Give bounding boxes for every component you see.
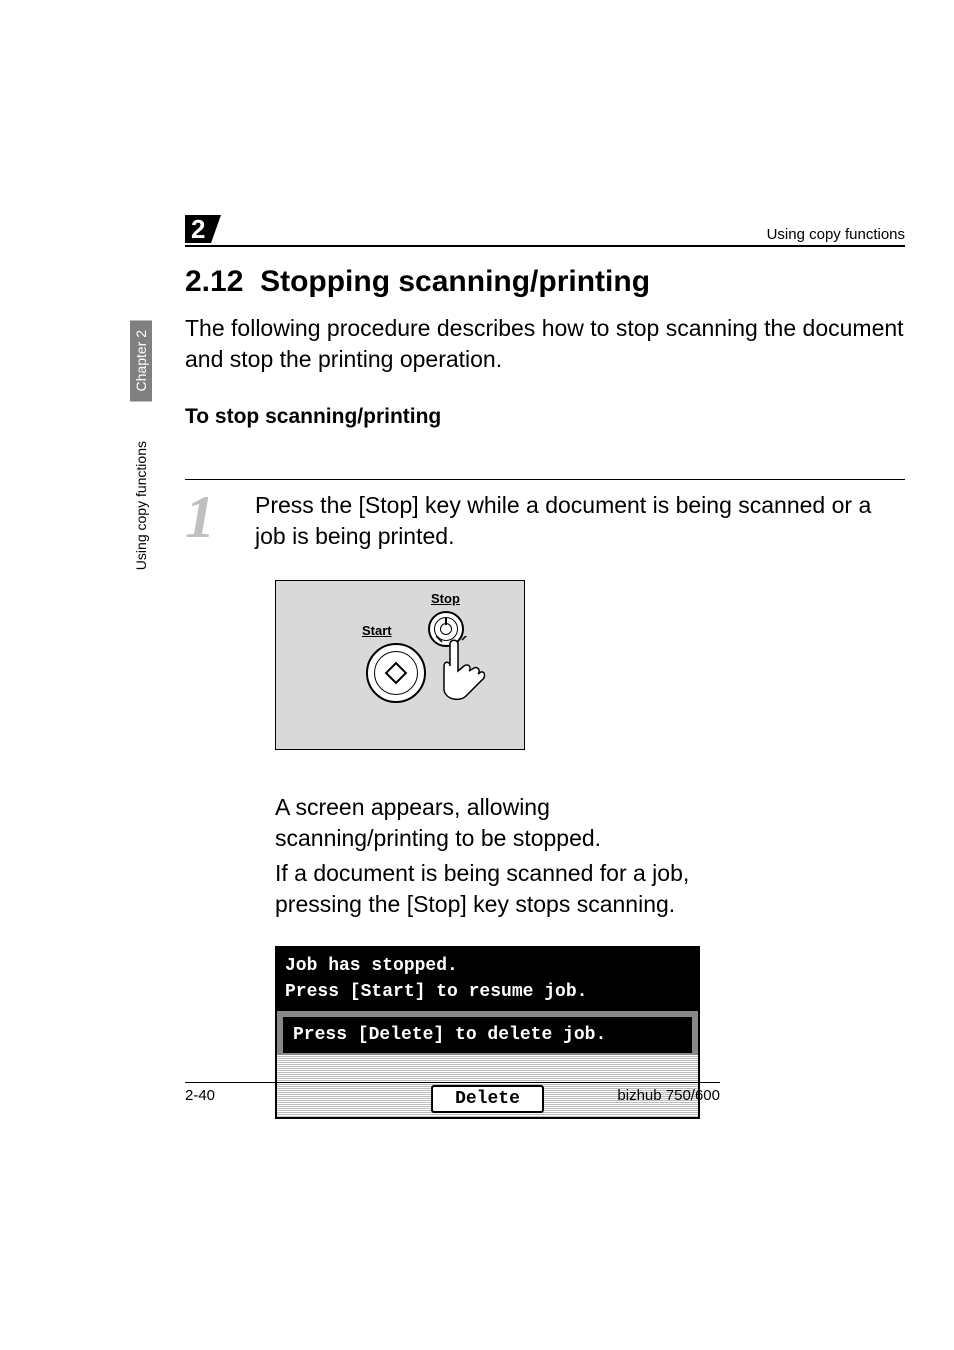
button-diagram: Stop Start (275, 580, 525, 750)
page-header: 2 Using copy functions (185, 215, 905, 247)
section-title: 2.12 Stopping scanning/printing (185, 265, 905, 299)
stop-label: Stop (431, 591, 460, 606)
intro-paragraph: The following procedure describes how to… (185, 313, 905, 375)
page-footer: 2-40 bizhub 750/600 (185, 1082, 720, 1104)
page-content: 2 Using copy functions 2.12 Stopping sca… (185, 215, 905, 1119)
start-button-graphic (366, 643, 426, 703)
lcd-line3: Press [Delete] to delete job. (277, 1011, 698, 1055)
section-number: 2.12 (185, 265, 243, 298)
step-text: Press the [Stop] key while a document is… (255, 490, 905, 552)
lcd-line2: Press [Start] to resume job. (285, 980, 690, 1005)
subheading: To stop scanning/printing (185, 405, 905, 429)
result-text-2: If a document is being scanned for a job… (275, 858, 725, 920)
start-label: Start (362, 623, 392, 638)
side-tab-section: Using copy functions (130, 431, 152, 580)
lcd-top: Job has stopped. Press [Start] to resume… (277, 948, 698, 1010)
section-title-text: Stopping scanning/printing (260, 265, 650, 298)
chapter-badge: 2 (185, 215, 211, 243)
page-number: 2-40 (185, 1087, 215, 1104)
result-text-1: A screen appears, allowing scanning/prin… (275, 792, 725, 854)
step-1: 1 Press the [Stop] key while a document … (185, 490, 905, 552)
pointing-hand-icon (436, 636, 486, 716)
rule (185, 479, 905, 480)
step-number: 1 (185, 490, 255, 544)
side-tab-chapter: Chapter 2 (130, 320, 152, 401)
running-head: Using copy functions (767, 226, 905, 243)
lcd-line1: Job has stopped. (285, 954, 690, 979)
side-tabs: Chapter 2 Using copy functions (130, 320, 154, 581)
model-name: bizhub 750/600 (617, 1087, 720, 1104)
